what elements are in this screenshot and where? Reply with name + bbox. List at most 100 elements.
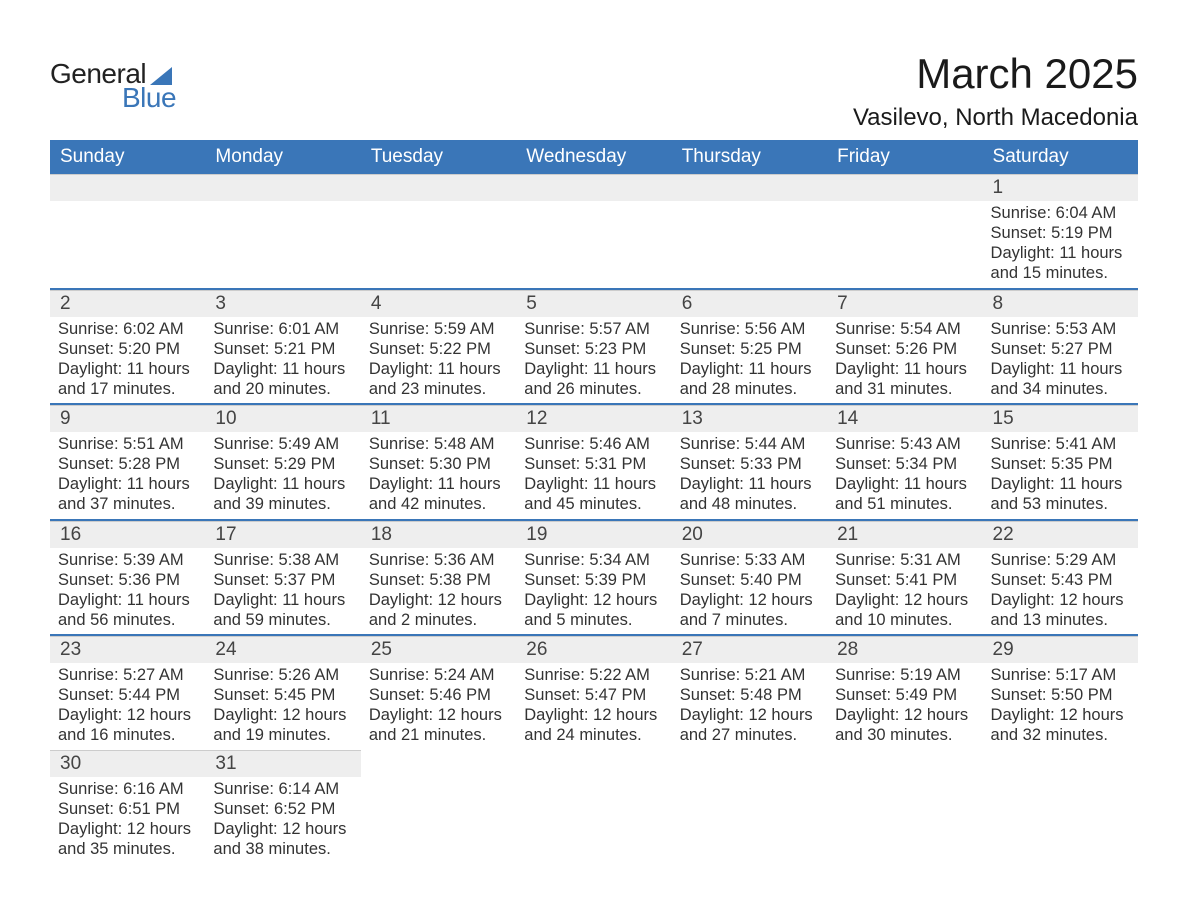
daylight-line-label: Daylight: bbox=[991, 360, 1055, 378]
sunrise-line-value: 5:49 AM bbox=[274, 435, 339, 453]
logo-word-2: Blue bbox=[122, 82, 176, 114]
calendar-cell: 3Sunrise: 6:01 AMSunset: 5:21 PMDaylight… bbox=[205, 289, 360, 405]
daylight-line-label: Daylight: bbox=[58, 820, 122, 838]
sunrise-line-label: Sunrise: bbox=[213, 435, 274, 453]
sunrise-line-label: Sunrise: bbox=[213, 666, 274, 684]
sunset-line-label: Sunset: bbox=[213, 455, 269, 473]
sunset-line-label: Sunset: bbox=[524, 340, 580, 358]
day-body bbox=[827, 777, 982, 859]
day-number: 2 bbox=[50, 290, 205, 317]
daylight-line: Daylight: 11 hours and 20 minutes. bbox=[213, 359, 352, 399]
sunset-line-label: Sunset: bbox=[369, 571, 425, 589]
sunset-line: Sunset: 5:49 PM bbox=[835, 685, 974, 705]
sunrise-line-label: Sunrise: bbox=[835, 320, 896, 338]
calendar-cell: 29Sunrise: 5:17 AMSunset: 5:50 PMDayligh… bbox=[983, 635, 1138, 750]
sunrise-line-label: Sunrise: bbox=[369, 551, 430, 569]
daylight-line-label: Daylight: bbox=[369, 591, 433, 609]
calendar-cell bbox=[361, 174, 516, 289]
calendar-cell: 4Sunrise: 5:59 AMSunset: 5:22 PMDaylight… bbox=[361, 289, 516, 405]
sunset-line-value: 5:35 PM bbox=[1047, 455, 1113, 473]
day-header: Wednesday bbox=[516, 140, 671, 174]
sunrise-line-label: Sunrise: bbox=[58, 435, 119, 453]
sunset-line-label: Sunset: bbox=[991, 340, 1047, 358]
calendar-cell: 20Sunrise: 5:33 AMSunset: 5:40 PMDayligh… bbox=[672, 520, 827, 636]
daylight-line-label: Daylight: bbox=[524, 360, 588, 378]
calendar-cell bbox=[205, 174, 360, 289]
sunset-line-value: 5:39 PM bbox=[580, 571, 646, 589]
sunrise-line-label: Sunrise: bbox=[58, 320, 119, 338]
sunset-line-label: Sunset: bbox=[58, 340, 114, 358]
calendar-cell: 9Sunrise: 5:51 AMSunset: 5:28 PMDaylight… bbox=[50, 404, 205, 520]
sunset-line-value: 5:40 PM bbox=[736, 571, 802, 589]
daylight-line: Daylight: 11 hours and 34 minutes. bbox=[991, 359, 1130, 399]
daylight-line-label: Daylight: bbox=[58, 706, 122, 724]
daylight-line-label: Daylight: bbox=[58, 591, 122, 609]
sunset-line: Sunset: 5:31 PM bbox=[524, 454, 663, 474]
day-body: Sunrise: 5:38 AMSunset: 5:37 PMDaylight:… bbox=[205, 548, 360, 635]
sunrise-line-value: 5:21 AM bbox=[740, 666, 805, 684]
daylight-line-label: Daylight: bbox=[680, 360, 744, 378]
day-body: Sunrise: 5:36 AMSunset: 5:38 PMDaylight:… bbox=[361, 548, 516, 635]
calendar-table: SundayMondayTuesdayWednesdayThursdayFrid… bbox=[50, 140, 1138, 863]
sunset-line: Sunset: 5:21 PM bbox=[213, 339, 352, 359]
daylight-line: Daylight: 11 hours and 15 minutes. bbox=[991, 243, 1130, 283]
sunrise-line-label: Sunrise: bbox=[991, 204, 1052, 222]
sunrise-line-value: 6:02 AM bbox=[119, 320, 184, 338]
sunrise-line: Sunrise: 5:43 AM bbox=[835, 434, 974, 454]
page-title: March 2025 bbox=[853, 50, 1138, 98]
sunset-line: Sunset: 5:46 PM bbox=[369, 685, 508, 705]
day-number: 9 bbox=[50, 405, 205, 432]
day-number bbox=[205, 174, 360, 201]
sunset-line-value: 5:36 PM bbox=[114, 571, 180, 589]
sunrise-line-label: Sunrise: bbox=[213, 780, 274, 798]
sunset-line-value: 5:47 PM bbox=[580, 686, 646, 704]
sunset-line-label: Sunset: bbox=[213, 800, 269, 818]
day-number: 16 bbox=[50, 521, 205, 548]
sunset-line-label: Sunset: bbox=[58, 571, 114, 589]
daylight-line: Daylight: 11 hours and 48 minutes. bbox=[680, 474, 819, 514]
logo-sail-icon bbox=[150, 67, 172, 85]
sunrise-line-value: 5:29 AM bbox=[1051, 551, 1116, 569]
day-number: 26 bbox=[516, 636, 671, 663]
daylight-line-label: Daylight: bbox=[58, 475, 122, 493]
day-body: Sunrise: 5:49 AMSunset: 5:29 PMDaylight:… bbox=[205, 432, 360, 519]
sunset-line-value: 5:37 PM bbox=[269, 571, 335, 589]
sunrise-line-value: 6:16 AM bbox=[119, 780, 184, 798]
sunrise-line-label: Sunrise: bbox=[524, 551, 585, 569]
sunrise-line-label: Sunrise: bbox=[58, 551, 119, 569]
daylight-line: Daylight: 12 hours and 32 minutes. bbox=[991, 705, 1130, 745]
sunrise-line: Sunrise: 5:54 AM bbox=[835, 319, 974, 339]
day-number: 17 bbox=[205, 521, 360, 548]
calendar-cell: 8Sunrise: 5:53 AMSunset: 5:27 PMDaylight… bbox=[983, 289, 1138, 405]
sunset-line: Sunset: 5:43 PM bbox=[991, 570, 1130, 590]
sunrise-line-value: 5:43 AM bbox=[896, 435, 961, 453]
calendar-cell: 18Sunrise: 5:36 AMSunset: 5:38 PMDayligh… bbox=[361, 520, 516, 636]
sunset-line-value: 5:20 PM bbox=[114, 340, 180, 358]
sunrise-line: Sunrise: 5:36 AM bbox=[369, 550, 508, 570]
sunrise-line-label: Sunrise: bbox=[213, 551, 274, 569]
sunrise-line: Sunrise: 5:17 AM bbox=[991, 665, 1130, 685]
daylight-line-label: Daylight: bbox=[991, 706, 1055, 724]
day-number bbox=[361, 174, 516, 201]
sunset-line-value: 5:27 PM bbox=[1047, 340, 1113, 358]
day-body: Sunrise: 5:41 AMSunset: 5:35 PMDaylight:… bbox=[983, 432, 1138, 519]
day-header: Saturday bbox=[983, 140, 1138, 174]
sunset-line: Sunset: 5:26 PM bbox=[835, 339, 974, 359]
day-header: Thursday bbox=[672, 140, 827, 174]
day-body: Sunrise: 5:48 AMSunset: 5:30 PMDaylight:… bbox=[361, 432, 516, 519]
sunrise-line: Sunrise: 5:59 AM bbox=[369, 319, 508, 339]
sunrise-line-value: 5:56 AM bbox=[740, 320, 805, 338]
calendar-cell: 6Sunrise: 5:56 AMSunset: 5:25 PMDaylight… bbox=[672, 289, 827, 405]
daylight-line: Daylight: 12 hours and 5 minutes. bbox=[524, 590, 663, 630]
sunset-line-label: Sunset: bbox=[835, 571, 891, 589]
sunrise-line-value: 5:44 AM bbox=[740, 435, 805, 453]
day-body: Sunrise: 6:01 AMSunset: 5:21 PMDaylight:… bbox=[205, 317, 360, 404]
sunset-line-label: Sunset: bbox=[524, 455, 580, 473]
daylight-line: Daylight: 11 hours and 28 minutes. bbox=[680, 359, 819, 399]
sunrise-line-value: 5:59 AM bbox=[429, 320, 494, 338]
sunrise-line: Sunrise: 5:26 AM bbox=[213, 665, 352, 685]
sunrise-line: Sunrise: 5:24 AM bbox=[369, 665, 508, 685]
day-number bbox=[672, 750, 827, 777]
sunset-line-label: Sunset: bbox=[58, 800, 114, 818]
sunset-line-value: 5:33 PM bbox=[736, 455, 802, 473]
